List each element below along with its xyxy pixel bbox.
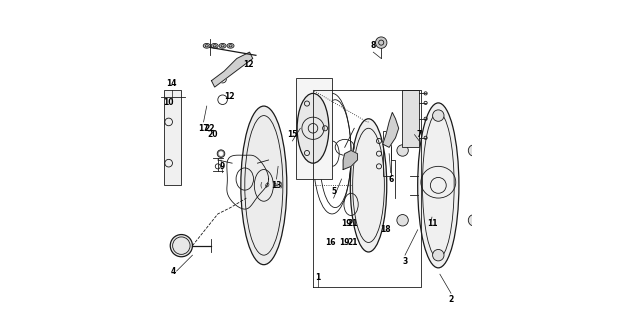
Bar [382, 132, 391, 176]
Bar [402, 90, 419, 147]
Text: 11: 11 [427, 219, 437, 228]
Circle shape [219, 152, 223, 156]
Text: 2: 2 [448, 295, 454, 304]
Text: 13: 13 [271, 181, 282, 190]
Ellipse shape [297, 93, 329, 163]
Text: 14: 14 [167, 79, 177, 88]
Text: 22: 22 [205, 124, 215, 133]
Ellipse shape [351, 119, 387, 252]
Ellipse shape [227, 44, 234, 48]
Text: 16: 16 [325, 238, 336, 247]
Circle shape [217, 150, 225, 157]
Circle shape [433, 110, 444, 121]
Text: 17: 17 [198, 124, 209, 133]
Text: 21: 21 [347, 238, 358, 247]
Ellipse shape [241, 106, 287, 265]
Ellipse shape [418, 103, 459, 268]
Ellipse shape [203, 44, 210, 48]
Circle shape [468, 145, 480, 156]
Text: 10: 10 [163, 99, 174, 108]
Ellipse shape [219, 44, 226, 48]
Ellipse shape [211, 44, 218, 48]
Text: 5: 5 [331, 187, 336, 196]
Text: 19: 19 [341, 219, 352, 228]
Circle shape [468, 215, 480, 226]
Text: 7: 7 [416, 130, 422, 139]
Bar [295, 77, 332, 179]
Text: 19: 19 [339, 238, 350, 247]
Text: 12: 12 [243, 60, 254, 69]
Text: $(\ \phi\ \approx)$: $(\ \phi\ \approx)$ [259, 180, 284, 190]
Polygon shape [212, 52, 253, 87]
Text: 1: 1 [315, 273, 321, 282]
Circle shape [397, 145, 408, 156]
Text: 12: 12 [223, 92, 234, 101]
Text: 9: 9 [220, 162, 225, 171]
Text: 3: 3 [403, 257, 408, 266]
Polygon shape [382, 112, 399, 147]
Circle shape [433, 250, 444, 261]
Text: 20: 20 [208, 130, 218, 139]
Circle shape [397, 215, 408, 226]
Polygon shape [343, 150, 357, 170]
Ellipse shape [170, 235, 192, 257]
Text: 8: 8 [371, 41, 376, 50]
Bar [164, 90, 182, 185]
Text: 18: 18 [381, 225, 391, 234]
Circle shape [376, 37, 387, 48]
Text: 15: 15 [287, 130, 297, 139]
Text: 4: 4 [171, 267, 176, 276]
Text: 21: 21 [347, 219, 358, 228]
Text: 6: 6 [388, 174, 393, 184]
